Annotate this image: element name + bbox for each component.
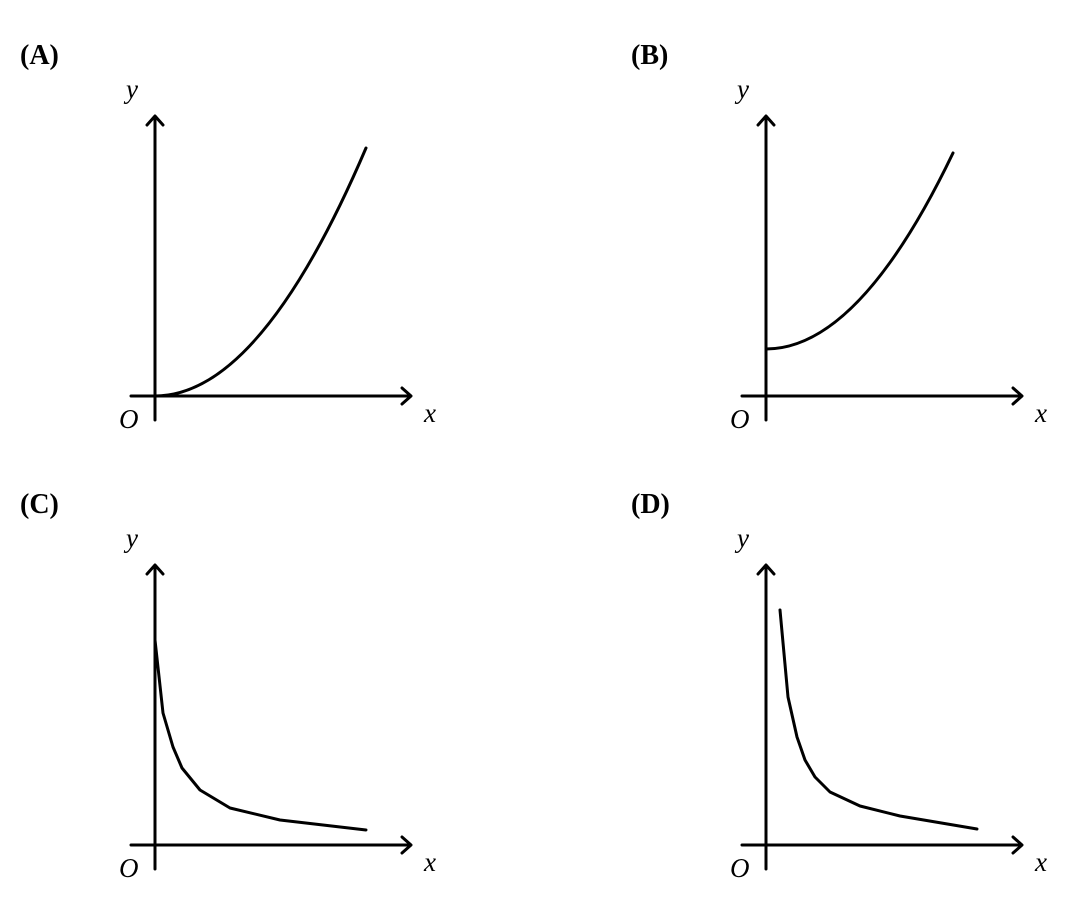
curve [153,638,368,832]
panel: (A) y x O [20,40,436,434]
x-label: x [1034,398,1047,428]
panel-label: (A) [20,40,59,71]
panel: (D) y x O [631,489,1047,883]
curve [153,146,368,398]
origin-label: O [119,853,139,883]
panel-label: (B) [631,40,668,71]
axes [740,114,1024,422]
axes [129,114,413,422]
curve [778,608,979,831]
y-label: y [123,523,138,553]
y-label: y [734,74,749,104]
y-label: y [734,523,749,553]
x-label: x [423,398,436,428]
panel-label: (C) [20,489,59,520]
axes [129,563,413,871]
curve [764,151,955,351]
origin-label: O [730,853,750,883]
panel-label: (D) [631,489,670,520]
origin-label: O [730,404,750,434]
origin-label: O [119,404,139,434]
panel: (B) y x O [631,40,1047,434]
panel: (C) y x O [20,489,436,883]
axes [740,563,1024,871]
x-label: x [423,847,436,877]
y-label: y [123,74,138,104]
x-label: x [1034,847,1047,877]
